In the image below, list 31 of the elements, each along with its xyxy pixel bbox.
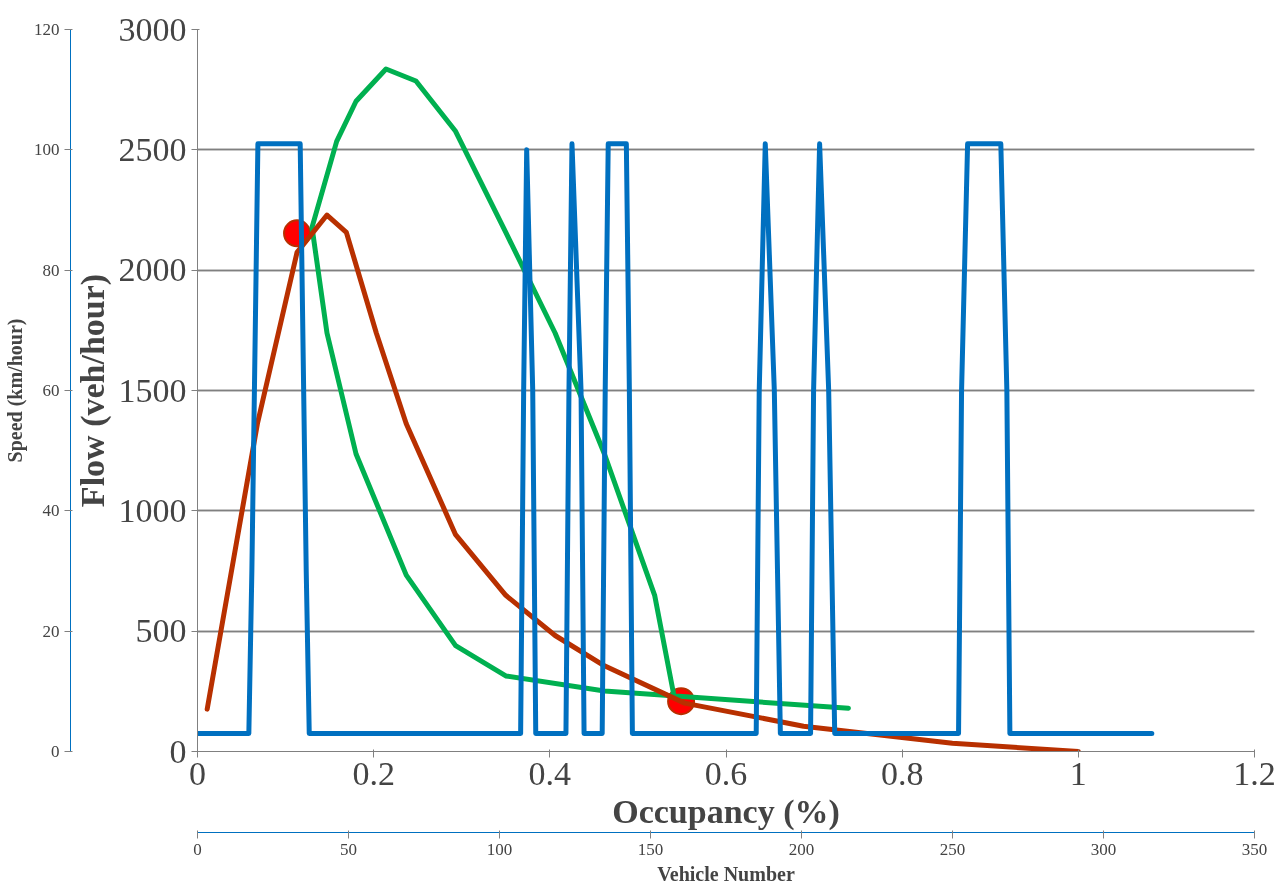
x-tick-label: 150 — [637, 839, 664, 859]
x-tick-label: 350 — [1241, 839, 1268, 859]
x-tick-label: 0.2 — [352, 754, 395, 792]
x-tick-label: 100 — [486, 839, 513, 859]
y-tick-label: 20 — [42, 621, 60, 641]
x-tick-label: 0.8 — [880, 754, 924, 792]
x-tick-label: 0.4 — [528, 754, 572, 792]
y-tick-label: 1500 — [118, 371, 187, 409]
x-tick-label: 50 — [340, 839, 357, 859]
y-tick-label: 80 — [42, 260, 60, 280]
x-tick-label: 250 — [939, 839, 966, 859]
y-tick-label: 40 — [42, 501, 60, 521]
y-tick-label: 3000 — [118, 10, 187, 48]
x-tick-label: 0.6 — [704, 754, 748, 792]
y-tick-label: 60 — [42, 381, 60, 400]
x-tick-label: 1.2 — [1233, 754, 1276, 792]
y-axis-title: Flow (veh/hour) — [73, 273, 112, 508]
x-tick-label: 0 — [193, 839, 202, 859]
y-tick-label: 2000 — [118, 251, 187, 289]
y-tick-label: 100 — [34, 140, 60, 160]
x-tick-label: 300 — [1090, 839, 1117, 859]
x-tick-label: 200 — [788, 839, 815, 859]
x-tick-label: 1 — [1069, 754, 1087, 792]
x-axis-title: Vehicle Number — [657, 862, 795, 885]
x-axis-title: Occupancy (%) — [612, 792, 840, 831]
y-tick-label: 0 — [51, 742, 60, 761]
y-axis-title: Speed (km/hour) — [4, 318, 27, 463]
y-tick-label: 2500 — [118, 130, 187, 168]
y-tick-label: 1000 — [118, 491, 187, 529]
y-tick-label: 500 — [135, 612, 187, 650]
y-tick-label: 120 — [34, 20, 60, 39]
